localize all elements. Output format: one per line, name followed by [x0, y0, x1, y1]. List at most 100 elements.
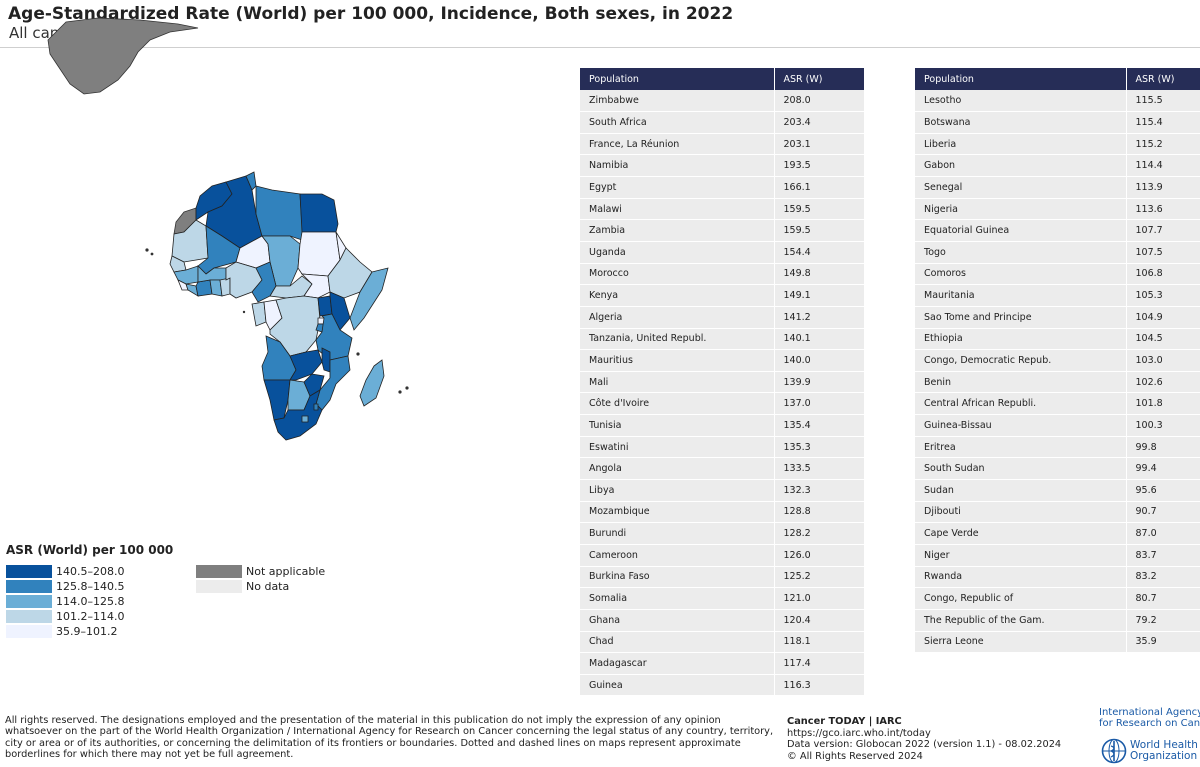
table-row[interactable]: Tunisia 135.4 — [580, 414, 864, 437]
table-row[interactable]: Algeria 141.2 — [580, 306, 864, 329]
table-row[interactable]: Zambia 159.5 — [580, 219, 864, 242]
source-url-link[interactable]: https://gco.iarc.who.int/today — [787, 727, 931, 739]
map-region-gabon[interactable] — [251, 301, 267, 327]
table-row[interactable]: Côte d'Ivoire 137.0 — [580, 392, 864, 416]
table-row[interactable]: France, La Réunion 203.1 — [580, 133, 864, 156]
table-row[interactable]: Equatorial Guinea 107.7 — [915, 219, 1200, 242]
iarc-logo: International Agency for Research on Can… — [1099, 707, 1200, 729]
table-row[interactable]: Kenya 149.1 — [580, 284, 864, 307]
map-region-mauritius[interactable] — [405, 386, 409, 390]
table-row[interactable]: Somalia 121.0 — [580, 587, 864, 610]
table-row[interactable]: Sierra Leone 35.9 — [915, 631, 1200, 654]
africa-choropleth-map[interactable] — [0, 0, 560, 540]
table-row[interactable]: Mauritania 105.3 — [915, 284, 1200, 307]
table-row[interactable]: Ghana 120.4 — [580, 609, 864, 632]
legend-label: 114.0–125.8 — [56, 595, 125, 608]
asr-cell: 139.9 — [774, 371, 864, 394]
table-row[interactable]: Congo, Republic of 80.7 — [915, 587, 1200, 610]
table-row[interactable]: Angola 133.5 — [580, 457, 864, 481]
map-region-togo-benin[interactable] — [219, 277, 231, 297]
asr-cell: 126.0 — [774, 544, 864, 567]
table-row[interactable]: Mauritius 140.0 — [580, 349, 864, 372]
asr-cell: 154.4 — [774, 241, 864, 264]
who-logo: World Health Organization — [1101, 738, 1198, 764]
population-cell: Zambia — [580, 219, 775, 242]
map-region-cape-verde[interactable] — [145, 248, 149, 252]
asr-cell: 106.8 — [1126, 263, 1200, 286]
table-row[interactable]: Cameroon 126.0 — [580, 544, 864, 567]
table-row[interactable]: Botswana 115.4 — [915, 111, 1200, 134]
map-region-sao-tome[interactable] — [242, 310, 246, 314]
map-region-libya[interactable] — [255, 185, 303, 241]
table-row[interactable]: South Sudan 99.4 — [915, 457, 1200, 481]
table-row[interactable]: Tanzania, United Republ. 140.1 — [580, 328, 864, 351]
table-row[interactable]: Burkina Faso 125.2 — [580, 566, 864, 589]
table-row[interactable]: Guinea 116.3 — [580, 674, 864, 697]
asr-cell: 128.8 — [774, 501, 864, 524]
map-region-cote-divoire[interactable] — [195, 279, 213, 297]
table-row[interactable]: Eritrea 99.8 — [915, 436, 1200, 459]
map-region-uganda[interactable] — [317, 295, 333, 317]
table-row[interactable]: Lesotho 115.5 — [915, 90, 1200, 113]
column-header-asr[interactable]: ASR (W) — [1126, 68, 1200, 90]
table-row[interactable]: The Republic of the Gam. 79.2 — [915, 609, 1200, 632]
population-cell: Mauritania — [915, 284, 1127, 307]
table-row[interactable]: Nigeria 113.6 — [915, 198, 1200, 221]
map-region-cape-verde-b[interactable] — [150, 252, 154, 256]
map-region-reunion[interactable] — [398, 390, 402, 394]
legend-class-1: 140.5–208.0 — [6, 565, 124, 578]
map-region-malawi[interactable] — [321, 347, 331, 373]
map-region-cameroon[interactable] — [251, 261, 277, 303]
table-row[interactable]: Central African Republi. 101.8 — [915, 392, 1200, 416]
table-row[interactable]: Ethiopia 104.5 — [915, 328, 1200, 351]
table-row[interactable]: Benin 102.6 — [915, 371, 1200, 394]
population-cell: Chad — [580, 631, 775, 654]
table-row[interactable]: Libya 132.3 — [580, 479, 864, 502]
map-region-greenland[interactable] — [47, 17, 199, 95]
table-row[interactable]: South Africa 203.4 — [580, 111, 864, 134]
table-row[interactable]: Chad 118.1 — [580, 631, 864, 654]
table-row[interactable]: Liberia 115.2 — [915, 133, 1200, 156]
asr-cell: 83.7 — [1126, 544, 1200, 567]
asr-cell: 100.3 — [1126, 414, 1200, 437]
table-row[interactable]: Mali 139.9 — [580, 371, 864, 394]
column-header-asr[interactable]: ASR (W) — [774, 68, 864, 90]
table-row[interactable]: Malawi 159.5 — [580, 198, 864, 221]
asr-cell: 117.4 — [774, 652, 864, 675]
table-row[interactable]: Sudan 95.6 — [915, 479, 1200, 502]
table-row[interactable]: Rwanda 83.2 — [915, 566, 1200, 589]
column-header-population[interactable]: Population — [915, 68, 1127, 90]
table-row[interactable]: Djibouti 90.7 — [915, 501, 1200, 524]
population-cell: Algeria — [580, 306, 775, 329]
table-row[interactable]: Comoros 106.8 — [915, 263, 1200, 286]
table-row[interactable]: Guinea-Bissau 100.3 — [915, 414, 1200, 437]
population-cell: Mauritius — [580, 349, 775, 372]
table-row[interactable]: Uganda 154.4 — [580, 241, 864, 264]
table-row[interactable]: Congo, Democratic Repub. 103.0 — [915, 349, 1200, 372]
column-header-population[interactable]: Population — [580, 68, 775, 90]
legend-swatch — [6, 625, 52, 638]
map-region-eswatini[interactable] — [313, 403, 319, 411]
table-row[interactable]: Eswatini 135.3 — [580, 436, 864, 459]
map-region-madagascar[interactable] — [359, 359, 385, 407]
table-row[interactable]: Togo 107.5 — [915, 241, 1200, 264]
map-region-comoros[interactable] — [356, 352, 360, 356]
table-row[interactable]: Zimbabwe 208.0 — [580, 90, 864, 113]
table-row[interactable]: Cape Verde 87.0 — [915, 522, 1200, 545]
map-region-egypt[interactable] — [299, 193, 339, 233]
population-cell: Namibia — [580, 154, 775, 178]
table-row[interactable]: Senegal 113.9 — [915, 176, 1200, 199]
table-row[interactable]: Madagascar 117.4 — [580, 652, 864, 675]
table-row[interactable]: Sao Tome and Principe 104.9 — [915, 306, 1200, 329]
table-row[interactable]: Morocco 149.8 — [580, 263, 864, 286]
table-row[interactable]: Mozambique 128.8 — [580, 501, 864, 524]
table-row[interactable]: Gabon 114.4 — [915, 154, 1200, 178]
table-row[interactable]: Burundi 128.2 — [580, 522, 864, 545]
map-region-nigeria[interactable] — [225, 261, 263, 299]
table-row[interactable]: Namibia 193.5 — [580, 154, 864, 178]
population-cell: Angola — [580, 457, 775, 481]
map-region-somalia[interactable] — [349, 267, 389, 331]
table-row[interactable]: Egypt 166.1 — [580, 176, 864, 199]
map-region-lesotho[interactable] — [301, 415, 309, 423]
table-row[interactable]: Niger 83.7 — [915, 544, 1200, 567]
